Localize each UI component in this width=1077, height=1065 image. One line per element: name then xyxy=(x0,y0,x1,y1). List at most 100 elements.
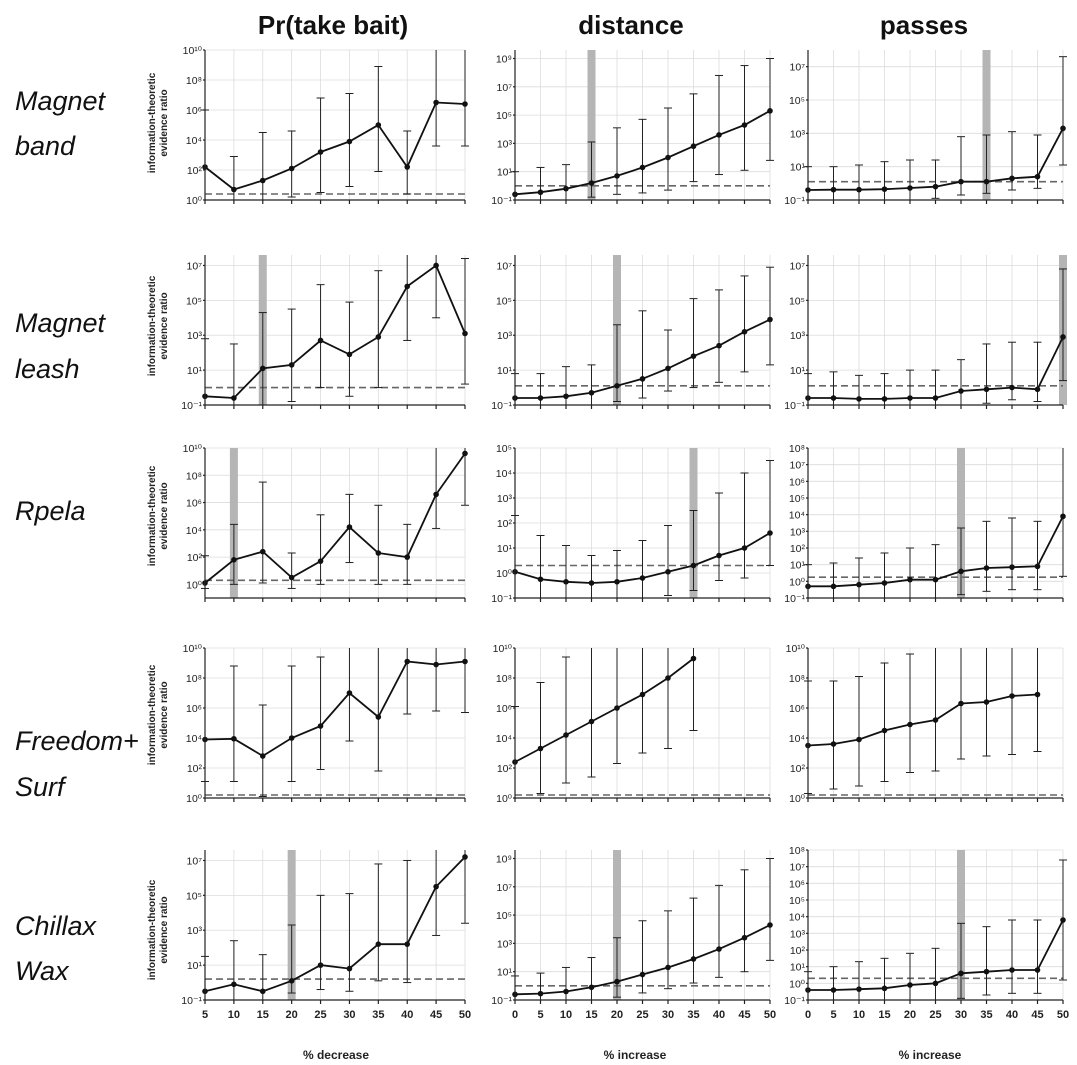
data-point xyxy=(1009,564,1015,570)
error-bar xyxy=(740,472,749,579)
series-line xyxy=(204,660,466,758)
y-tick-label: 10⁷ xyxy=(187,260,203,272)
error-bar xyxy=(562,545,570,598)
y-tick-label: 10⁷ xyxy=(497,882,513,894)
data-point xyxy=(433,491,439,498)
data-point xyxy=(288,362,295,368)
error-bar xyxy=(536,166,545,200)
y-tick-label: 10⁻¹ xyxy=(491,195,512,207)
x-axis-labels: % decrease % increase % increase xyxy=(303,1048,962,1062)
error-bar xyxy=(931,648,940,772)
x-tick-label: 50 xyxy=(459,1009,471,1021)
row-label-magnet-leash-line2: leash xyxy=(15,354,80,384)
error-bar xyxy=(316,656,325,770)
data-point xyxy=(259,548,266,555)
error-bar xyxy=(829,166,838,200)
y-tick-label: 10¹ xyxy=(497,167,513,179)
data-point xyxy=(830,395,837,401)
data-point xyxy=(932,576,939,583)
y-tick-label: 10⁹ xyxy=(496,53,512,65)
error-bar xyxy=(664,525,672,596)
y-tick-label: 10³ xyxy=(497,330,513,342)
data-point xyxy=(1009,175,1015,182)
y-tick-label: 10³ xyxy=(790,928,806,940)
data-point xyxy=(588,180,595,186)
error-bar xyxy=(689,298,698,389)
data-point xyxy=(375,714,382,720)
y-tick-label: 10⁷ xyxy=(790,862,806,874)
error-bar xyxy=(689,510,698,591)
y-tick-label: 10⁶ xyxy=(789,476,805,488)
y-tick-label: 10⁰ xyxy=(789,576,806,588)
column-title-distance: distance xyxy=(578,10,684,40)
error-bar xyxy=(587,364,596,405)
data-point xyxy=(537,189,544,196)
error-bar xyxy=(880,662,889,782)
error-bar xyxy=(1033,520,1042,591)
data-point xyxy=(537,395,544,401)
error-bar xyxy=(664,107,672,191)
data-point xyxy=(1034,173,1041,180)
data-point xyxy=(881,396,888,402)
error-bar xyxy=(229,665,238,782)
error-bar xyxy=(536,535,545,598)
error-bar xyxy=(229,523,238,585)
error-bar xyxy=(1059,268,1067,382)
y-tick-label: 10⁷ xyxy=(790,62,806,74)
data-point xyxy=(932,717,939,723)
error-bar xyxy=(1033,919,1042,994)
x-tick-label: 40 xyxy=(713,1009,725,1021)
data-point xyxy=(231,186,237,193)
error-bar xyxy=(880,552,889,598)
error-bar xyxy=(613,127,621,195)
error-bar xyxy=(855,676,863,787)
y-tick-label: 10⁹ xyxy=(496,853,512,865)
error-bar xyxy=(957,922,965,999)
data-point xyxy=(881,985,888,992)
data-point xyxy=(588,984,595,991)
data-point xyxy=(1034,563,1041,570)
error-bar xyxy=(461,448,469,506)
data-point xyxy=(665,675,671,681)
x-tick-label: 30 xyxy=(343,1009,355,1021)
error-bar xyxy=(587,141,596,198)
x-tick-label: 20 xyxy=(286,1009,298,1021)
data-point xyxy=(856,581,862,588)
highlight-band xyxy=(982,50,991,200)
y-tick-label: 10⁴ xyxy=(186,525,202,537)
data-point xyxy=(375,122,382,128)
data-point xyxy=(288,735,295,741)
x-tick-label: 25 xyxy=(314,1009,326,1021)
data-point xyxy=(259,177,266,184)
y-tick-label: 10² xyxy=(187,165,203,177)
data-point xyxy=(665,154,671,161)
data-point xyxy=(563,185,569,192)
y-tick-label: 10⁰ xyxy=(789,793,806,805)
x-tick-label: 0 xyxy=(805,1009,811,1021)
y-axis-label-row-1-line2: evidence ratio xyxy=(159,292,170,359)
row-label-freedom-surf-line2: Surf xyxy=(15,772,67,802)
data-point xyxy=(1060,125,1066,132)
y-tick-label: 10⁸ xyxy=(186,75,202,87)
y-tick-label: 10⁴ xyxy=(789,510,805,522)
error-bar xyxy=(664,329,672,392)
data-point xyxy=(741,328,748,335)
highlight-band xyxy=(957,448,965,598)
y-tick-label: 10⁷ xyxy=(790,260,806,272)
error-bar xyxy=(829,562,838,598)
x-tick-label: 5 xyxy=(830,1009,836,1021)
panel-chillax-wax-pr-take-bait: 10⁻¹ 10¹ 10³ 10⁵ 10⁷ 5 10 15 20 25 30 35 40 45 50 xyxy=(181,850,471,1021)
panel-freedom-surf-passes: 10⁰ 10² 10⁴ 10⁶ 10⁸ 10¹⁰ xyxy=(786,643,1064,805)
data-point xyxy=(462,854,468,860)
error-bar xyxy=(432,50,441,147)
data-point xyxy=(614,383,620,389)
data-point xyxy=(767,108,773,114)
error-bar xyxy=(906,653,914,773)
error-bar xyxy=(229,940,238,1000)
error-bar xyxy=(689,648,698,731)
y-tick-label: 10² xyxy=(497,763,513,775)
data-point xyxy=(346,965,353,972)
error-bar xyxy=(587,957,596,1000)
data-point xyxy=(830,186,837,193)
data-point xyxy=(716,946,722,952)
